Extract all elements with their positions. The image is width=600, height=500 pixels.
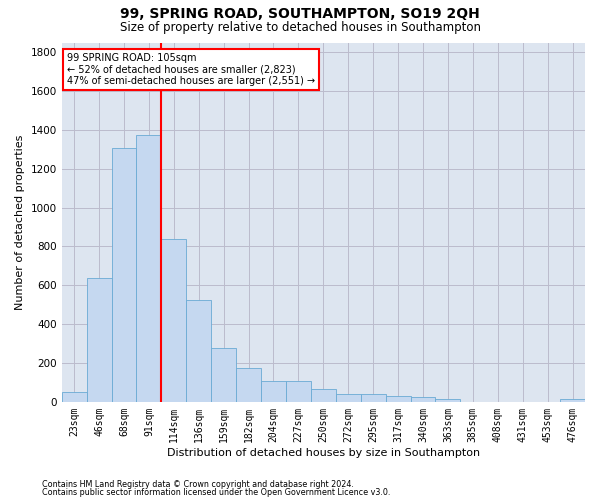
Bar	[186, 300, 211, 402]
Bar	[136, 135, 161, 402]
Bar	[286, 382, 311, 402]
Text: Size of property relative to detached houses in Southampton: Size of property relative to detached ho…	[119, 21, 481, 34]
Bar	[161, 238, 186, 402]
Bar	[386, 396, 410, 402]
Bar	[62, 392, 86, 402]
Bar	[336, 394, 361, 402]
Text: Contains HM Land Registry data © Crown copyright and database right 2024.: Contains HM Land Registry data © Crown c…	[42, 480, 354, 489]
Bar	[236, 368, 261, 402]
Bar	[112, 148, 136, 402]
Bar	[211, 348, 236, 402]
X-axis label: Distribution of detached houses by size in Southampton: Distribution of detached houses by size …	[167, 448, 480, 458]
Bar	[410, 397, 436, 402]
Bar	[436, 399, 460, 402]
Bar	[361, 394, 386, 402]
Text: Contains public sector information licensed under the Open Government Licence v3: Contains public sector information licen…	[42, 488, 391, 497]
Text: 99, SPRING ROAD, SOUTHAMPTON, SO19 2QH: 99, SPRING ROAD, SOUTHAMPTON, SO19 2QH	[120, 8, 480, 22]
Bar	[560, 399, 585, 402]
Text: 99 SPRING ROAD: 105sqm
← 52% of detached houses are smaller (2,823)
47% of semi-: 99 SPRING ROAD: 105sqm ← 52% of detached…	[67, 54, 315, 86]
Bar	[86, 278, 112, 402]
Bar	[311, 389, 336, 402]
Y-axis label: Number of detached properties: Number of detached properties	[15, 134, 25, 310]
Bar	[261, 382, 286, 402]
